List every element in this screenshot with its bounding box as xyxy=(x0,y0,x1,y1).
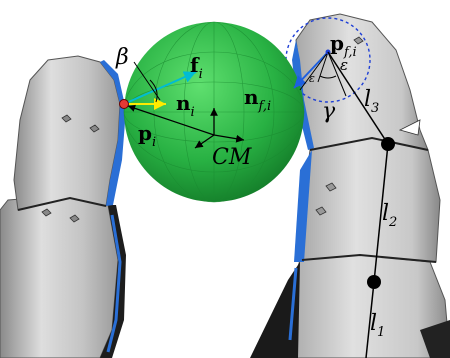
left-finger xyxy=(0,55,126,358)
label-n-i: ni xyxy=(176,91,195,120)
label-l1: l1 xyxy=(370,311,385,340)
label-p-i: pi xyxy=(138,121,156,150)
right-contact-vectors xyxy=(293,49,347,97)
contact-point xyxy=(119,99,129,109)
label-gamma: γ xyxy=(322,99,336,124)
joint-dot xyxy=(367,275,381,289)
finger-link-line xyxy=(327,51,395,358)
label-epsilon: ε xyxy=(340,56,348,74)
cm-frame xyxy=(194,108,245,149)
label-cm: CM xyxy=(212,145,252,170)
label-l2: l2 xyxy=(382,201,397,230)
label-f-i: fi xyxy=(190,53,203,82)
label-epsilon-small: ε xyxy=(309,72,315,85)
joint-dot xyxy=(381,137,395,151)
label-beta: β xyxy=(115,45,129,70)
label-p-f-i: pf,i xyxy=(330,31,357,60)
left-contact-vectors xyxy=(119,61,215,136)
label-n-f-i: nf,i xyxy=(244,85,271,114)
right-finger xyxy=(250,13,450,358)
label-l3: l3 xyxy=(364,87,379,116)
fingertip-circle xyxy=(285,17,371,103)
